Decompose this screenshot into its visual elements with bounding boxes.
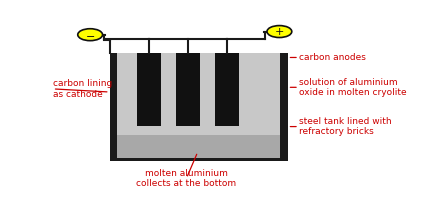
Text: steel tank lined with
refractory bricks: steel tank lined with refractory bricks	[299, 117, 392, 136]
Bar	[117, 135, 280, 158]
Circle shape	[267, 26, 292, 38]
Bar	[137, 53, 161, 126]
Text: molten aluminium
collects at the bottom: molten aluminium collects at the bottom	[136, 169, 237, 188]
Text: carbon lining
as cathode: carbon lining as cathode	[53, 79, 112, 99]
Text: solution of aluminium
oxide in molten cryolite: solution of aluminium oxide in molten cr…	[299, 78, 407, 97]
Text: $-$: $-$	[85, 30, 95, 40]
Circle shape	[78, 29, 103, 41]
Bar	[216, 53, 239, 126]
Bar	[176, 53, 200, 126]
Text: carbon anodes: carbon anodes	[299, 53, 366, 62]
Text: $+$: $+$	[274, 26, 285, 37]
Bar	[110, 53, 288, 161]
Bar	[117, 53, 280, 158]
